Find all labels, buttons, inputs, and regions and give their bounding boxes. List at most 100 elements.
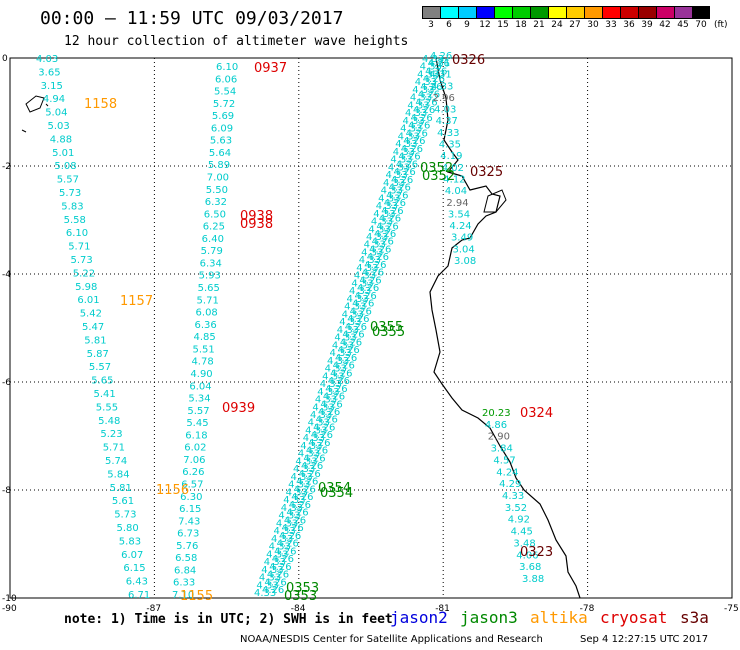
track-value: 4.26: [272, 554, 294, 565]
track-value: 5.87: [87, 349, 109, 360]
track-value: 6.84: [174, 565, 196, 576]
track-value: 4.33: [356, 263, 378, 274]
track-value: 4.94: [43, 94, 65, 105]
time-label: 0354: [318, 481, 351, 496]
track-value: 5.63: [210, 136, 232, 147]
track-value: 7.43: [178, 516, 200, 527]
lat-lon-grid: [9, 57, 733, 599]
track-value: 4.33: [361, 247, 383, 258]
track-value: 4.26: [316, 415, 338, 426]
scale-swatch: [566, 6, 584, 19]
track-value: 4.26: [281, 523, 303, 534]
scale-value: 45: [677, 20, 689, 30]
track-value: 4.26: [267, 570, 289, 581]
track-value: 4.26: [428, 59, 450, 70]
track-value: 4.26: [413, 105, 435, 116]
time-label: 1157: [120, 294, 153, 309]
track-value: 4.26: [333, 361, 355, 372]
lat-tick-label: 0: [2, 54, 8, 64]
scale-value: 24: [551, 20, 563, 30]
track-value: 4.33: [378, 193, 400, 204]
track-value: 4.86: [485, 420, 507, 431]
track-value: 4.26: [337, 345, 359, 356]
track-value: 5.93: [199, 271, 221, 282]
time-label: 0938: [240, 217, 273, 232]
track-value: 4.26: [274, 546, 296, 557]
credit-time: Sep 4 12:27:15 UTC 2017: [580, 634, 709, 645]
time-label: 1155: [180, 589, 213, 604]
track-value: 4.78: [191, 357, 213, 368]
scale-value: 70: [695, 20, 707, 30]
track-value: 4.26: [328, 376, 350, 387]
track-value: 7.10: [172, 590, 194, 601]
track-value: 4.26: [294, 484, 316, 495]
track-value: 4.33: [383, 178, 405, 189]
track-value: 4.33: [415, 77, 437, 88]
galapagos-island: [25, 95, 45, 113]
lon-tick-label: -90: [2, 604, 17, 614]
track-value: 4.12: [443, 174, 465, 185]
track-value: 4.33: [281, 503, 303, 514]
track-value: 20.23: [482, 408, 511, 419]
track-value: 6.34: [200, 258, 222, 269]
track-value: 4.33: [276, 518, 298, 529]
scale-value: 15: [497, 20, 509, 30]
track-value: 3.84: [491, 444, 513, 455]
track-value: 5.04: [45, 108, 67, 119]
track-value: 4.31: [430, 70, 452, 81]
scale-swatch: [674, 6, 692, 19]
track-value: 5.80: [117, 523, 139, 534]
scale-value: 39: [641, 20, 653, 30]
legend-jason2: jason2: [390, 608, 448, 627]
scale-swatch: [440, 6, 458, 19]
track-value: 4.29: [499, 479, 521, 490]
track-value: 4.33: [303, 433, 325, 444]
coastline: [21, 57, 581, 599]
track-value: 4.33: [371, 217, 393, 228]
track-value: 5.61: [112, 496, 134, 507]
track-value: 6.15: [123, 563, 145, 574]
track-value: 4.26: [306, 446, 328, 457]
track-value: 4.26: [296, 477, 318, 488]
track-value: 6.58: [175, 553, 197, 564]
track-value: 3.15: [41, 81, 63, 92]
time-label: 0937: [254, 61, 287, 76]
track-value: 4.26: [376, 221, 398, 232]
time-label: 0326: [452, 53, 485, 68]
track-value: 4.33: [398, 131, 420, 142]
track-value: 4.33: [283, 495, 305, 506]
track-value: 4.26: [357, 283, 379, 294]
track-value: 5.73: [71, 255, 93, 266]
track-value: 3.52: [505, 503, 527, 514]
scale-swatch: [548, 6, 566, 19]
track-value: 5.45: [186, 418, 208, 429]
time-label: 0353: [284, 589, 317, 604]
track-value: 4.26: [345, 322, 367, 333]
scale-swatch: [476, 6, 494, 19]
track-value: 4.33: [368, 224, 390, 235]
lon-tick-label: -75: [724, 604, 739, 614]
time-label: 0325: [470, 165, 503, 180]
legend-s3a: s3a: [680, 608, 709, 627]
track-value: 4.33: [395, 139, 417, 150]
track-value: 4.26: [415, 97, 437, 108]
track-value: 4.33: [412, 85, 434, 96]
track-value: 4.26: [408, 121, 430, 132]
track-value: 4.26: [308, 438, 330, 449]
track-value: 4.33: [390, 155, 412, 166]
color-scale-unit: (ft): [714, 20, 728, 30]
track-value: 5.08: [54, 161, 76, 172]
time-label: 1156: [156, 483, 189, 498]
track-value: 4.26: [286, 508, 308, 519]
track-value: 5.22: [73, 268, 95, 279]
track-value: 7.06: [183, 455, 205, 466]
track-value: 6.50: [204, 209, 226, 220]
lon-tick-label: -84: [291, 604, 306, 614]
track-value: 5.76: [176, 541, 198, 552]
track-value: 4.45: [511, 527, 533, 538]
track-value: 4.33: [305, 425, 327, 436]
track-value: 7.00: [207, 173, 229, 184]
track-value: 4.33: [417, 69, 439, 80]
track-value: 4.26: [330, 368, 352, 379]
track-value: 5.50: [206, 185, 228, 196]
